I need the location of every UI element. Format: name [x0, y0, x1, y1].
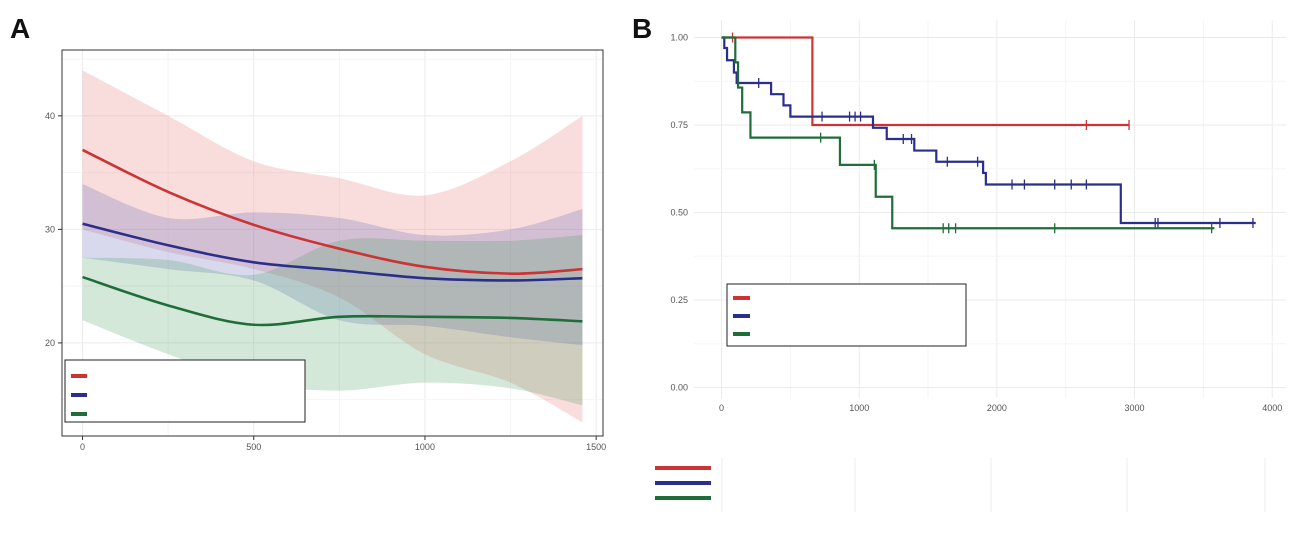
- y-tick-label: 0.25: [670, 295, 688, 305]
- x-tick-label: 2000: [987, 403, 1007, 413]
- trend-line-class-2: [82, 222, 583, 282]
- y-tick-label: 1.00: [670, 33, 688, 43]
- x-tick-label: 0: [80, 442, 85, 452]
- trend-line-class-1: [81, 148, 583, 275]
- y-tick-label: 0.50: [670, 208, 688, 218]
- x-tick-label: 4000: [1262, 403, 1282, 413]
- y-tick-label: 0.75: [670, 120, 688, 130]
- legend-box: [726, 283, 967, 347]
- x-tick-label: 500: [246, 442, 261, 452]
- y-tick-label: 0.00: [670, 383, 688, 393]
- trend-line-class-3: [82, 275, 583, 327]
- y-tick-label: 40: [45, 111, 55, 121]
- plot-frame: [61, 49, 604, 437]
- chart-b: 0 1000 2000 3000 4000 0.00 0.25 0.50 0.75 1.00: [670, 20, 1286, 413]
- legend-box: [64, 359, 306, 423]
- panel-b-label: B: [632, 13, 652, 44]
- survival-curve-class-1: [721, 36, 1130, 127]
- risk-table: [655, 458, 1266, 512]
- x-tick-label: 0: [719, 403, 724, 413]
- y-tick-label: 20: [45, 338, 55, 348]
- x-tick-label: 1000: [849, 403, 869, 413]
- survival-curve-class-2: [721, 36, 1256, 225]
- y-tick-label: 30: [45, 224, 55, 234]
- x-tick-label: 3000: [1125, 403, 1145, 413]
- panel-a-label: A: [10, 13, 30, 44]
- survival-curve-class-3: [721, 36, 1215, 230]
- chart-a: 0 500 1000 1500 20 30 40: [45, 49, 606, 452]
- x-tick-label: 1500: [586, 442, 606, 452]
- x-tick-label: 1000: [415, 442, 435, 452]
- confidence-band-class-2: [82, 183, 583, 346]
